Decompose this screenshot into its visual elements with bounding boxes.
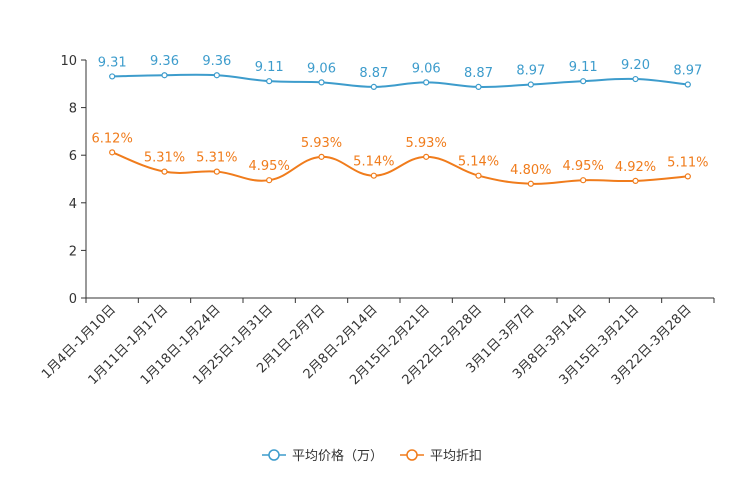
data-point [161,168,168,175]
data-point [161,72,168,79]
data-point [632,177,639,185]
data-point [684,173,691,180]
data-point [527,180,534,187]
data-label: 5.14% [353,155,394,170]
data-label: 5.93% [301,136,342,151]
data-point [266,78,273,85]
data-label: 9.11 [255,60,284,75]
data-point [370,83,377,90]
data-point [580,78,587,85]
legend-label: 平均价格（万） [292,448,383,464]
data-label: 5.31% [144,151,185,166]
data-label: 9.06 [307,61,336,76]
series-layer [109,72,691,187]
data-point [213,72,220,79]
data-label: 4.92% [615,160,656,175]
data-label: 8.87 [359,66,388,81]
data-label: 6.12% [92,131,133,146]
legend-marker [406,449,418,461]
data-point [266,177,273,184]
data-point [527,81,534,88]
data-point [423,79,430,86]
data-point [109,149,116,156]
y-tick-label: 4 [69,197,77,212]
data-point [475,83,482,90]
data-label: 9.36 [202,54,231,69]
data-point [475,172,482,179]
data-point [370,172,377,179]
data-point [318,79,325,86]
data-point [580,177,587,184]
legend-marker [268,449,280,461]
chart-legend: 平均价格（万） 平均折扣 [262,448,482,464]
data-label: 4.95% [249,159,290,174]
data-point [423,153,430,160]
y-tick-label: 6 [69,149,77,164]
data-label: 9.31 [98,55,127,70]
data-label: 5.11% [667,155,708,170]
data-label: 5.93% [406,136,447,151]
legend-item-1[interactable]: 平均折扣 [400,449,482,464]
legend-item-0[interactable]: 平均价格（万） [262,448,383,464]
data-point [318,153,325,160]
chart-axes: 02468101月4日-1月10日1月11日-1月17日1月18日-1月24日1… [39,54,715,388]
data-labels-layer: 9.31 9.36 9.36 9.11 9.06 8.87 9.06 8.87 8.97 9.11… [92,54,709,178]
data-label: 8.97 [673,64,702,79]
data-label: 9.11 [569,60,598,75]
y-tick-label: 10 [60,54,77,69]
data-point [109,73,116,80]
data-label: 8.87 [464,66,493,81]
data-label: 8.97 [516,64,545,79]
data-label: 4.95% [563,159,604,174]
data-point [213,168,220,175]
data-label: 9.36 [150,54,179,69]
y-tick-label: 2 [69,244,77,259]
data-label: 4.80% [510,163,551,178]
data-point [632,75,639,83]
data-point [684,81,691,88]
series-line-0 [112,73,688,88]
data-label: 9.06 [412,61,441,76]
legend-label: 平均折扣 [430,449,482,464]
data-label: 9.20 [621,58,650,73]
y-tick-label: 8 [69,102,77,117]
data-label: 5.31% [196,151,237,166]
y-tick-label: 0 [69,292,77,307]
data-label: 5.14% [458,155,499,170]
